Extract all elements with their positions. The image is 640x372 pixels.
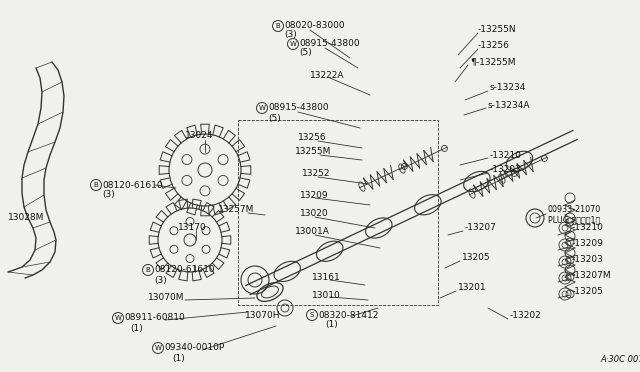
Text: 13024: 13024 bbox=[185, 131, 214, 140]
Text: W: W bbox=[115, 315, 122, 321]
Text: 13028M: 13028M bbox=[8, 214, 44, 222]
Text: 13070M: 13070M bbox=[148, 294, 184, 302]
Text: 13070H: 13070H bbox=[245, 311, 280, 321]
Text: 08020-83000: 08020-83000 bbox=[284, 22, 344, 31]
Text: -13210: -13210 bbox=[572, 224, 604, 232]
Text: 13020: 13020 bbox=[300, 209, 328, 218]
Text: 13201: 13201 bbox=[458, 283, 486, 292]
Circle shape bbox=[307, 310, 317, 321]
Text: 13010: 13010 bbox=[312, 291, 340, 299]
Text: PLUG プラグ（1）: PLUG プラグ（1） bbox=[548, 215, 600, 224]
Text: -13210: -13210 bbox=[490, 151, 522, 160]
Text: (5): (5) bbox=[299, 48, 312, 58]
Text: -13209: -13209 bbox=[572, 240, 604, 248]
Text: -13207: -13207 bbox=[465, 224, 497, 232]
Text: 13256: 13256 bbox=[298, 134, 326, 142]
Text: 09340-0010P: 09340-0010P bbox=[164, 343, 224, 353]
Text: s-13234: s-13234 bbox=[490, 83, 526, 93]
Text: 13001A: 13001A bbox=[295, 228, 330, 237]
Circle shape bbox=[287, 38, 298, 49]
Text: 13252: 13252 bbox=[302, 170, 330, 179]
Text: 08120-61610: 08120-61610 bbox=[102, 180, 163, 189]
Text: (5): (5) bbox=[268, 113, 281, 122]
Text: 13205: 13205 bbox=[462, 253, 491, 263]
Text: -13255N: -13255N bbox=[478, 26, 516, 35]
Text: 13257M: 13257M bbox=[218, 205, 254, 215]
Text: -13203: -13203 bbox=[572, 256, 604, 264]
Text: 08915-43800: 08915-43800 bbox=[268, 103, 328, 112]
Text: (3): (3) bbox=[284, 31, 297, 39]
Text: 13170: 13170 bbox=[178, 224, 207, 232]
Circle shape bbox=[143, 264, 154, 276]
Text: 13209: 13209 bbox=[300, 190, 328, 199]
Text: (1): (1) bbox=[325, 321, 338, 330]
Text: 13255M: 13255M bbox=[295, 148, 332, 157]
Text: W: W bbox=[289, 41, 296, 47]
Text: (3): (3) bbox=[154, 276, 167, 285]
Circle shape bbox=[257, 103, 268, 113]
Circle shape bbox=[113, 312, 124, 324]
Circle shape bbox=[90, 180, 102, 190]
Text: s-13234A: s-13234A bbox=[488, 100, 531, 109]
Text: 13161: 13161 bbox=[312, 273, 340, 282]
Text: S: S bbox=[310, 312, 314, 318]
Circle shape bbox=[273, 20, 284, 32]
Text: B: B bbox=[93, 182, 99, 188]
Circle shape bbox=[152, 343, 163, 353]
Text: B: B bbox=[276, 23, 280, 29]
Text: -13202: -13202 bbox=[510, 311, 541, 321]
Text: -13207M: -13207M bbox=[572, 272, 612, 280]
Text: -13203: -13203 bbox=[490, 166, 522, 174]
Text: 13222A: 13222A bbox=[310, 71, 344, 80]
Text: (3): (3) bbox=[102, 190, 115, 199]
Text: (1): (1) bbox=[172, 353, 185, 362]
Text: A·30C 007P: A·30C 007P bbox=[600, 356, 640, 365]
Text: 08911-60810: 08911-60810 bbox=[124, 314, 185, 323]
Text: 08320-81412: 08320-81412 bbox=[318, 311, 378, 320]
Text: (1): (1) bbox=[130, 324, 143, 333]
Text: -13205: -13205 bbox=[572, 288, 604, 296]
Text: ¶-13255M: ¶-13255M bbox=[470, 58, 515, 67]
Text: W: W bbox=[259, 105, 266, 111]
Text: 08120-61610: 08120-61610 bbox=[154, 266, 214, 275]
Bar bbox=[238, 120, 438, 305]
Text: 00933-21070: 00933-21070 bbox=[548, 205, 601, 215]
Text: B: B bbox=[146, 267, 150, 273]
Text: 08915-43800: 08915-43800 bbox=[299, 39, 360, 48]
Text: -13256: -13256 bbox=[478, 42, 510, 51]
Text: W: W bbox=[155, 345, 161, 351]
